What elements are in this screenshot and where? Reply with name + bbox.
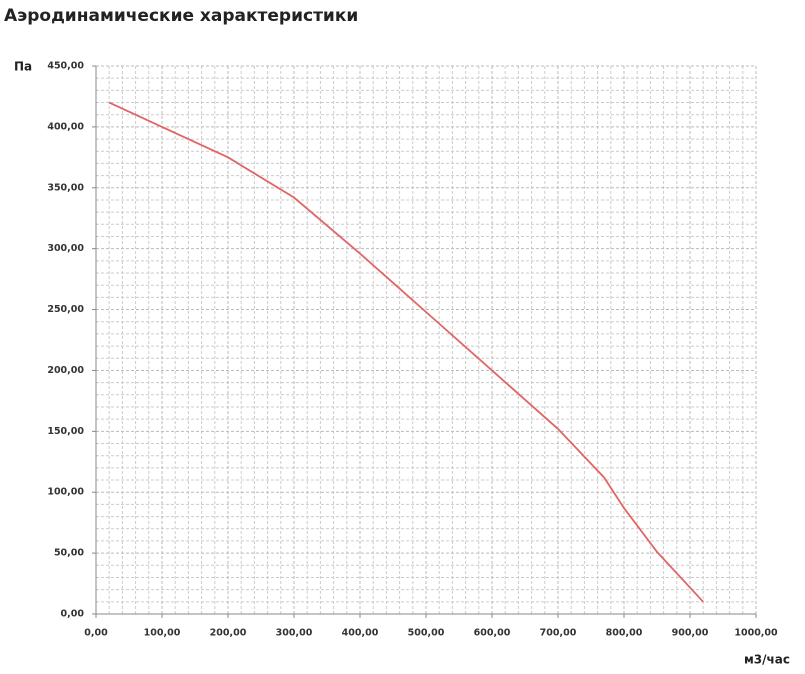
y-tick-label: 0,00 <box>61 609 85 620</box>
y-axis-label: Па <box>14 60 32 74</box>
x-tick-label: 0,00 <box>84 628 108 639</box>
y-tick-label: 50,00 <box>54 548 84 559</box>
x-tick-label: 100,00 <box>144 628 181 639</box>
y-tick-label: 100,00 <box>47 487 84 498</box>
x-tick-label: 800,00 <box>606 628 643 639</box>
y-tick-label: 250,00 <box>47 304 84 315</box>
x-tick-label: 500,00 <box>408 628 445 639</box>
y-tick-label: 400,00 <box>47 121 84 132</box>
y-tick-label: 450,00 <box>47 61 84 72</box>
line-series <box>108 101 704 603</box>
x-tick-label: 400,00 <box>342 628 379 639</box>
x-tick-label: 300,00 <box>276 628 313 639</box>
x-tick-label: 600,00 <box>474 628 511 639</box>
x-axis-label: м3/час <box>744 653 790 667</box>
y-tick-label: 150,00 <box>47 426 84 437</box>
x-tick-label: 1000,00 <box>734 628 778 639</box>
y-tick-label: 350,00 <box>47 182 84 193</box>
x-tick-label: 200,00 <box>210 628 247 639</box>
chart-title: Аэродинамические характеристики <box>4 6 358 26</box>
y-tick-label: 200,00 <box>47 365 84 376</box>
y-tick-label: 300,00 <box>47 243 84 254</box>
x-tick-label: 700,00 <box>540 628 577 639</box>
x-tick-label: 900,00 <box>672 628 709 639</box>
